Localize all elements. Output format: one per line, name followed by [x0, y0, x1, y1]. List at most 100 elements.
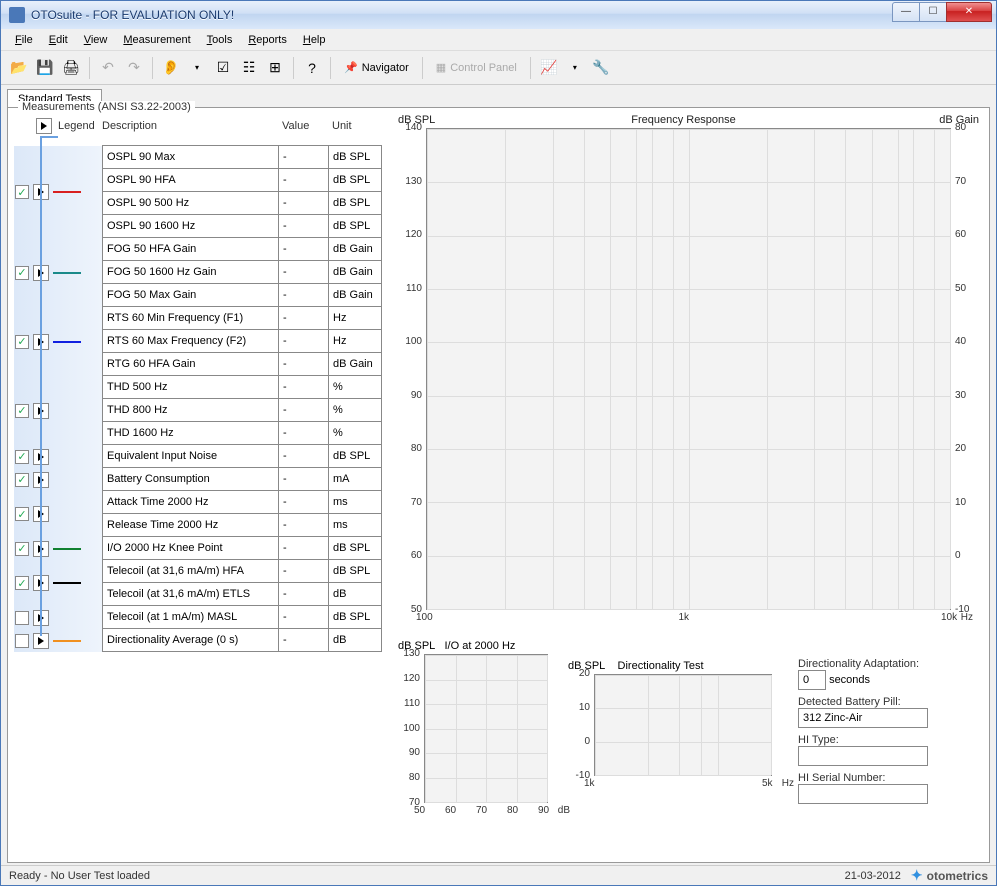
- measurement-row: Telecoil (at 1 mA/m) MASL-dB SPL: [102, 605, 382, 629]
- row-description: Directionality Average (0 s): [103, 629, 279, 651]
- row-description: Telecoil (at 31,6 mA/m) ETLS: [103, 583, 279, 605]
- dir-adapt-input[interactable]: [798, 670, 826, 690]
- print-icon[interactable]: 🖨: [59, 56, 83, 80]
- hdr-value: Value: [282, 120, 332, 132]
- y-tick-label: 90: [409, 747, 420, 758]
- minimize-button[interactable]: —: [892, 2, 920, 22]
- row-value: -: [279, 330, 329, 352]
- menu-tools[interactable]: Tools: [199, 32, 241, 48]
- measurement-row: Telecoil (at 31,6 mA/m) HFA-dB SPL: [102, 559, 382, 583]
- group-checkbox[interactable]: [15, 542, 29, 556]
- row-value: -: [279, 422, 329, 444]
- tool-icon-2[interactable]: ☷: [237, 56, 261, 80]
- dropdown-icon[interactable]: ▾: [185, 56, 209, 80]
- statusbar: Ready - No User Test loaded 21-03-2012 ✦…: [1, 865, 996, 885]
- measurement-group: Directionality Average (0 s)-dB: [14, 629, 382, 652]
- group-checkbox[interactable]: [15, 185, 29, 199]
- row-unit: dB SPL: [329, 192, 381, 214]
- tool-icon-3[interactable]: ⊞: [263, 56, 287, 80]
- row-unit: Hz: [329, 330, 381, 352]
- group-controls: [14, 445, 102, 468]
- measurement-row: RTS 60 Max Frequency (F2)-Hz: [102, 329, 382, 353]
- x-tick-label: 1k: [584, 778, 595, 789]
- y-tick-label: 60: [411, 550, 422, 561]
- help-icon[interactable]: ?: [300, 56, 324, 80]
- main-panel: Measurements (ANSI S3.22-2003) Legend De…: [7, 107, 990, 863]
- tool-icon-1[interactable]: ☑: [211, 56, 235, 80]
- hi-type-label: HI Type:: [798, 734, 979, 746]
- measurement-group: I/O 2000 Hz Knee Point-dB SPL: [14, 537, 382, 560]
- group-checkbox[interactable]: [15, 450, 29, 464]
- measurement-group: Telecoil (at 1 mA/m) MASL-dB SPL: [14, 606, 382, 629]
- group-checkbox[interactable]: [15, 634, 29, 648]
- maximize-button[interactable]: ☐: [919, 2, 947, 22]
- y-tick-label: 30: [955, 390, 966, 401]
- open-icon[interactable]: 📂: [7, 56, 31, 80]
- group-checkbox[interactable]: [15, 404, 29, 418]
- y-tick-label: 90: [411, 390, 422, 401]
- menu-file[interactable]: File: [7, 32, 41, 48]
- y-tick-label: 20: [579, 668, 590, 679]
- row-description: RTS 60 Min Frequency (F1): [103, 307, 279, 329]
- close-button[interactable]: ✕: [946, 2, 992, 22]
- group-checkbox[interactable]: [15, 335, 29, 349]
- x-tick-label: 80: [507, 805, 518, 816]
- play-all-button[interactable]: [36, 118, 52, 134]
- hi-serial-input[interactable]: [798, 784, 928, 804]
- x-tick-label: 50: [414, 805, 425, 816]
- measurement-row: OSPL 90 HFA-dB SPL: [102, 168, 382, 192]
- charts-pane: dB SPL Frequency Response dB Gain 506070…: [388, 108, 989, 862]
- x-tick-label: 1k: [679, 612, 690, 623]
- legend-marker: [53, 640, 81, 642]
- group-checkbox[interactable]: [15, 473, 29, 487]
- row-value: -: [279, 445, 329, 467]
- menu-help[interactable]: Help: [295, 32, 334, 48]
- hdr-description: Description: [102, 120, 282, 132]
- battery-input[interactable]: [798, 708, 928, 728]
- legend-marker: [53, 191, 81, 193]
- legend-marker: [53, 341, 81, 343]
- control-panel-button[interactable]: ▦Control Panel: [429, 56, 524, 80]
- y-tick-label: 110: [404, 698, 420, 709]
- navigator-button[interactable]: 📌Navigator: [337, 56, 416, 80]
- menu-edit[interactable]: Edit: [41, 32, 76, 48]
- undo-icon[interactable]: ↶: [96, 56, 120, 80]
- save-icon[interactable]: 💾: [33, 56, 57, 80]
- dropdown-icon-2[interactable]: ▾: [563, 56, 587, 80]
- group-checkbox[interactable]: [15, 266, 29, 280]
- x-tick-label: 60: [445, 805, 456, 816]
- measurement-row: THD 500 Hz-%: [102, 375, 382, 399]
- menu-reports[interactable]: Reports: [240, 32, 295, 48]
- row-value: -: [279, 146, 329, 168]
- measurement-group: Attack Time 2000 Hz-msRelease Time 2000 …: [14, 491, 382, 537]
- group-checkbox[interactable]: [15, 576, 29, 590]
- tool-icon-4[interactable]: 🔧: [589, 56, 613, 80]
- menu-view[interactable]: View: [76, 32, 116, 48]
- legend-marker: [53, 548, 81, 550]
- row-value: -: [279, 399, 329, 421]
- row-unit: dB: [329, 583, 381, 605]
- measurement-group: Equivalent Input Noise-dB SPL: [14, 445, 382, 468]
- hi-type-input[interactable]: [798, 746, 928, 766]
- menu-measurement[interactable]: Measurement: [115, 32, 198, 48]
- y-tick-label: 0: [584, 736, 590, 747]
- measurement-row: FOG 50 Max Gain-dB Gain: [102, 283, 382, 307]
- y-tick-label: 120: [403, 673, 420, 684]
- measurement-row: OSPL 90 Max-dB SPL: [102, 145, 382, 169]
- row-value: -: [279, 560, 329, 582]
- x-tick-label: 70: [476, 805, 487, 816]
- ear-icon[interactable]: 👂: [159, 56, 183, 80]
- redo-icon[interactable]: ↷: [122, 56, 146, 80]
- group-checkbox[interactable]: [15, 507, 29, 521]
- row-value: -: [279, 629, 329, 651]
- y-tick-label: 20: [955, 443, 966, 454]
- connector-line: [40, 136, 58, 138]
- group-controls: [14, 491, 102, 537]
- info-panel: Directionality Adaptation: seconds Detec…: [798, 640, 979, 856]
- titlebar[interactable]: OTOsuite - FOR EVALUATION ONLY! — ☐ ✕: [1, 1, 996, 29]
- chart-icon[interactable]: 📈: [537, 56, 561, 80]
- group-checkbox[interactable]: [15, 611, 29, 625]
- row-unit: %: [329, 399, 381, 421]
- row-description: FOG 50 HFA Gain: [103, 238, 279, 260]
- hi-serial-label: HI Serial Number:: [798, 772, 979, 784]
